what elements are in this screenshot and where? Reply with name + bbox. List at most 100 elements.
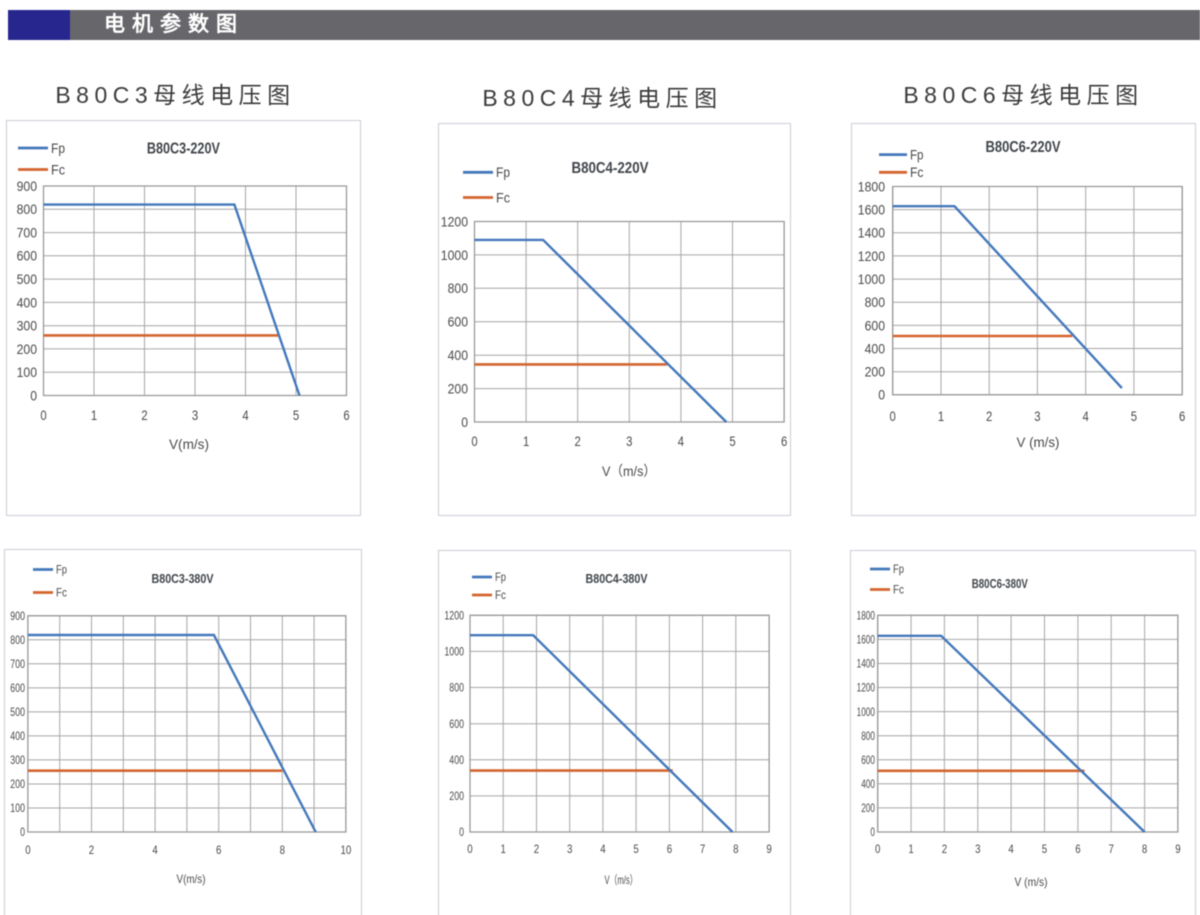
svg-text:Fp: Fp bbox=[495, 572, 506, 584]
svg-text:0: 0 bbox=[870, 825, 875, 839]
svg-text:2: 2 bbox=[534, 842, 540, 856]
svg-text:500: 500 bbox=[17, 271, 38, 287]
svg-text:2: 2 bbox=[986, 408, 992, 424]
svg-text:5: 5 bbox=[1042, 842, 1048, 856]
svg-text:4: 4 bbox=[600, 842, 606, 856]
svg-text:1: 1 bbox=[908, 842, 914, 856]
svg-text:4: 4 bbox=[1083, 408, 1089, 424]
svg-text:B80C3-220V: B80C3-220V bbox=[147, 141, 220, 158]
svg-text:4: 4 bbox=[152, 843, 158, 857]
svg-text:200: 200 bbox=[861, 801, 875, 815]
svg-text:400: 400 bbox=[448, 347, 469, 363]
svg-text:Fc: Fc bbox=[910, 165, 924, 180]
svg-text:B80C4-380V: B80C4-380V bbox=[586, 571, 648, 586]
svg-text:700: 700 bbox=[10, 657, 25, 671]
svg-text:0: 0 bbox=[875, 842, 881, 856]
svg-text:1: 1 bbox=[523, 433, 529, 449]
svg-text:3: 3 bbox=[192, 407, 198, 423]
svg-text:900: 900 bbox=[17, 178, 38, 194]
svg-text:3: 3 bbox=[626, 433, 632, 449]
svg-text:200: 200 bbox=[449, 789, 464, 803]
svg-text:V (m/s): V (m/s) bbox=[1015, 875, 1048, 889]
svg-text:Fc: Fc bbox=[495, 590, 506, 602]
svg-text:9: 9 bbox=[1175, 842, 1181, 856]
svg-text:800: 800 bbox=[10, 633, 25, 647]
svg-text:800: 800 bbox=[865, 294, 886, 310]
svg-text:0: 0 bbox=[471, 433, 477, 449]
svg-text:Fc: Fc bbox=[56, 588, 67, 600]
svg-text:B80C3-380V: B80C3-380V bbox=[152, 571, 214, 586]
svg-text:6: 6 bbox=[781, 433, 787, 449]
svg-text:0: 0 bbox=[30, 387, 37, 403]
svg-text:4: 4 bbox=[1008, 842, 1014, 856]
svg-text:1200: 1200 bbox=[444, 609, 464, 623]
svg-text:6: 6 bbox=[1075, 842, 1081, 856]
svg-text:600: 600 bbox=[861, 753, 875, 767]
svg-text:B80C6-380V: B80C6-380V bbox=[972, 576, 1028, 591]
svg-text:Fp: Fp bbox=[893, 564, 904, 576]
svg-text:1600: 1600 bbox=[858, 202, 885, 218]
svg-text:400: 400 bbox=[449, 753, 464, 767]
svg-text:2: 2 bbox=[141, 407, 147, 423]
svg-text:5: 5 bbox=[1131, 408, 1137, 424]
svg-text:1: 1 bbox=[91, 407, 97, 423]
svg-text:7: 7 bbox=[1109, 842, 1115, 856]
svg-text:200: 200 bbox=[448, 381, 469, 397]
svg-text:0: 0 bbox=[467, 842, 473, 856]
svg-text:100: 100 bbox=[10, 801, 25, 815]
svg-text:8: 8 bbox=[280, 843, 286, 857]
svg-text:2: 2 bbox=[575, 433, 581, 449]
svg-text:V（m/s）: V（m/s） bbox=[602, 463, 656, 479]
svg-text:2: 2 bbox=[942, 842, 948, 856]
svg-text:Fp: Fp bbox=[56, 565, 67, 577]
svg-text:1600: 1600 bbox=[857, 633, 876, 647]
svg-text:800: 800 bbox=[449, 681, 464, 695]
svg-text:0: 0 bbox=[20, 825, 25, 839]
svg-text:8: 8 bbox=[733, 842, 739, 856]
svg-text:10: 10 bbox=[341, 843, 352, 857]
svg-text:1400: 1400 bbox=[857, 657, 876, 671]
svg-text:600: 600 bbox=[865, 317, 886, 333]
svg-text:300: 300 bbox=[17, 318, 38, 334]
svg-text:800: 800 bbox=[861, 729, 875, 743]
svg-text:100: 100 bbox=[17, 364, 38, 380]
svg-text:Fp: Fp bbox=[51, 140, 65, 156]
svg-text:200: 200 bbox=[865, 364, 886, 380]
svg-text:Fc: Fc bbox=[893, 585, 904, 597]
svg-text:0: 0 bbox=[878, 387, 885, 403]
svg-text:4: 4 bbox=[242, 407, 248, 423]
svg-text:600: 600 bbox=[10, 681, 25, 695]
svg-text:Fc: Fc bbox=[496, 189, 510, 205]
svg-text:V(m/s): V(m/s) bbox=[169, 436, 209, 452]
svg-text:1: 1 bbox=[501, 842, 507, 856]
svg-text:V(m/s): V(m/s) bbox=[177, 872, 206, 886]
svg-text:Fp: Fp bbox=[496, 164, 510, 180]
svg-text:600: 600 bbox=[17, 248, 38, 264]
svg-text:700: 700 bbox=[17, 225, 38, 241]
svg-text:5: 5 bbox=[729, 433, 735, 449]
svg-text:5: 5 bbox=[633, 842, 639, 856]
svg-text:1800: 1800 bbox=[857, 609, 876, 623]
svg-text:5: 5 bbox=[293, 407, 299, 423]
svg-text:300: 300 bbox=[10, 753, 25, 767]
svg-text:0: 0 bbox=[461, 414, 468, 430]
svg-text:6: 6 bbox=[216, 843, 222, 857]
svg-text:600: 600 bbox=[448, 314, 469, 330]
svg-text:1400: 1400 bbox=[858, 225, 885, 241]
svg-text:400: 400 bbox=[17, 294, 38, 310]
svg-text:6: 6 bbox=[343, 407, 349, 423]
svg-text:800: 800 bbox=[448, 280, 469, 296]
svg-text:0: 0 bbox=[25, 843, 31, 857]
svg-text:1200: 1200 bbox=[441, 213, 468, 229]
svg-text:4: 4 bbox=[678, 433, 684, 449]
svg-text:1000: 1000 bbox=[858, 271, 885, 287]
svg-text:1: 1 bbox=[938, 408, 944, 424]
svg-text:900: 900 bbox=[10, 609, 25, 623]
svg-text:3: 3 bbox=[567, 842, 573, 856]
svg-text:400: 400 bbox=[861, 777, 875, 791]
svg-text:800: 800 bbox=[17, 201, 38, 217]
svg-text:1200: 1200 bbox=[858, 248, 885, 264]
svg-text:0: 0 bbox=[890, 408, 896, 424]
svg-text:V (m/s): V (m/s) bbox=[1017, 434, 1060, 450]
svg-text:Fp: Fp bbox=[910, 147, 924, 162]
